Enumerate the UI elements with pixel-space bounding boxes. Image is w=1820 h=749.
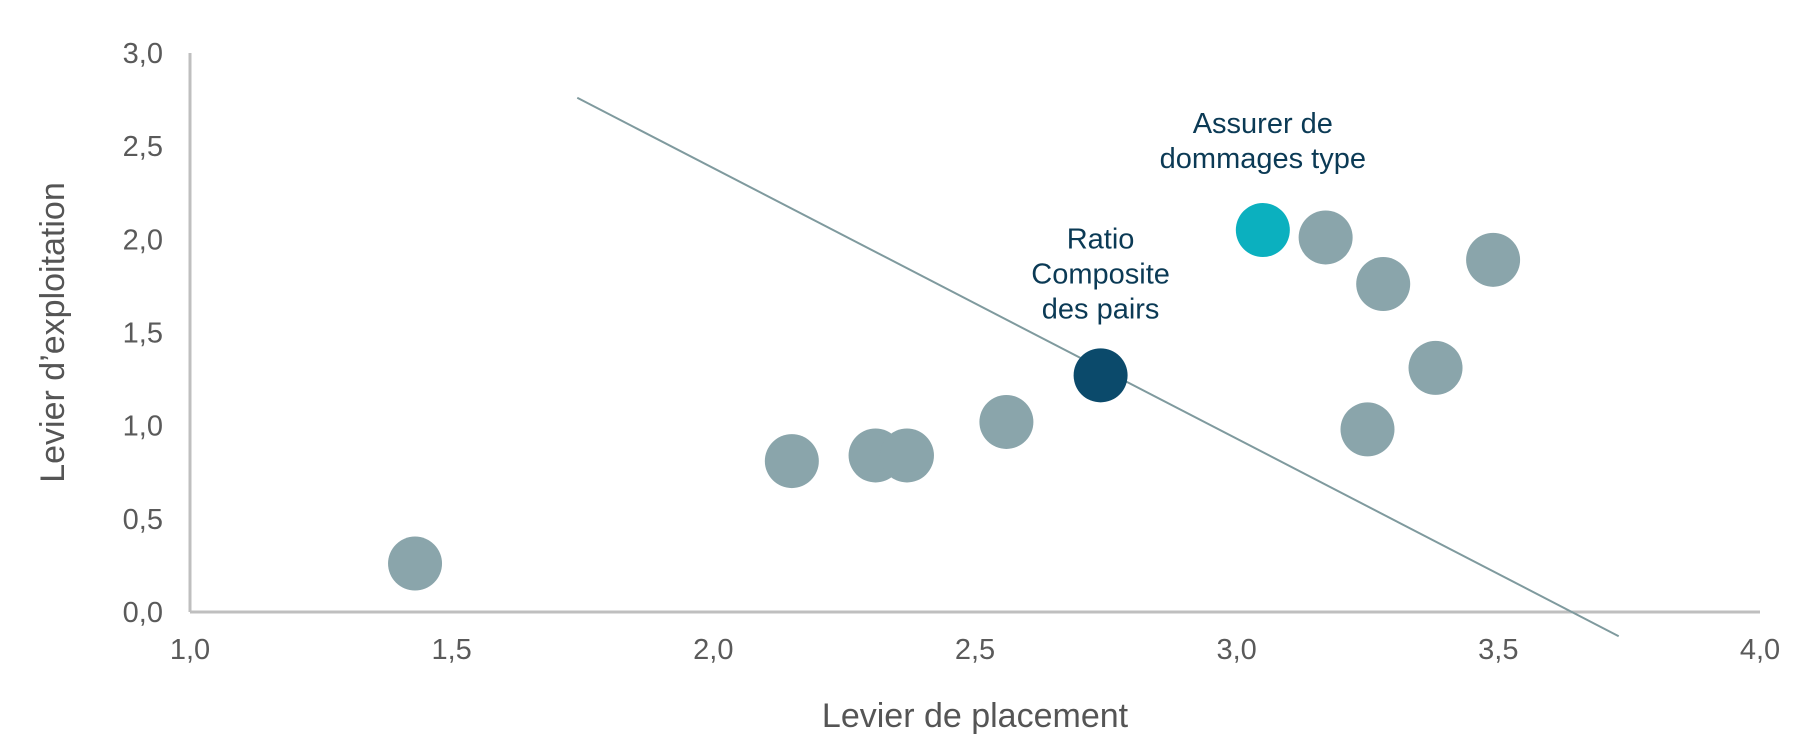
- y-tick-label: 2,0: [123, 224, 163, 256]
- data-point: [879, 428, 934, 483]
- y-tick-label: 3,0: [123, 38, 163, 70]
- annotation-label: Assurer de dommages type: [1160, 108, 1366, 175]
- x-tick-label: 1,0: [170, 634, 210, 666]
- x-axis-title: Levier de placement: [822, 697, 1129, 735]
- annotation-line: dommages type: [1160, 143, 1366, 175]
- data-point: [1408, 340, 1463, 395]
- x-tick-label: 1,5: [432, 634, 472, 666]
- x-tick-label: 2,0: [693, 634, 733, 666]
- points-group: [388, 203, 1521, 591]
- y-tick-label: 2,5: [123, 131, 163, 163]
- y-tick-label: 1,0: [123, 411, 163, 443]
- annotation-line: Assurer de: [1193, 108, 1333, 140]
- annotation-line: des pairs: [1042, 294, 1160, 326]
- annotations-group: Ratio Composite des pairs Assurer de dommage…: [1031, 108, 1366, 326]
- y-tick-label: 0,0: [123, 597, 163, 629]
- data-point: [1340, 402, 1395, 457]
- data-point: [979, 394, 1034, 449]
- data-point: [1298, 210, 1353, 265]
- x-tick-label: 3,0: [1217, 634, 1257, 666]
- y-axis-title: Levier d’exploitation: [34, 182, 72, 483]
- y-tick-label: 1,5: [123, 318, 163, 350]
- y-tick-label: 0,5: [123, 504, 163, 536]
- data-point: [388, 536, 443, 591]
- annotation-label: Ratio Composite des pairs: [1031, 224, 1170, 326]
- annotation-line: Ratio: [1067, 224, 1135, 256]
- x-tick-label: 3,5: [1478, 634, 1518, 666]
- data-point: [764, 434, 819, 489]
- data-point: [1356, 257, 1411, 312]
- x-tick-label: 2,5: [955, 634, 995, 666]
- data-point: [1235, 203, 1290, 258]
- x-tick-label: 4,0: [1740, 634, 1780, 666]
- data-point: [1466, 232, 1521, 287]
- axes: 1,0 1,5 2,0 2,5 3,0 3,5 4,0 0,0 0,5 1,0 1,5 2,0 2,5 3…: [123, 38, 1780, 666]
- annotation-line: Composite: [1031, 259, 1170, 291]
- data-point: [1073, 348, 1128, 403]
